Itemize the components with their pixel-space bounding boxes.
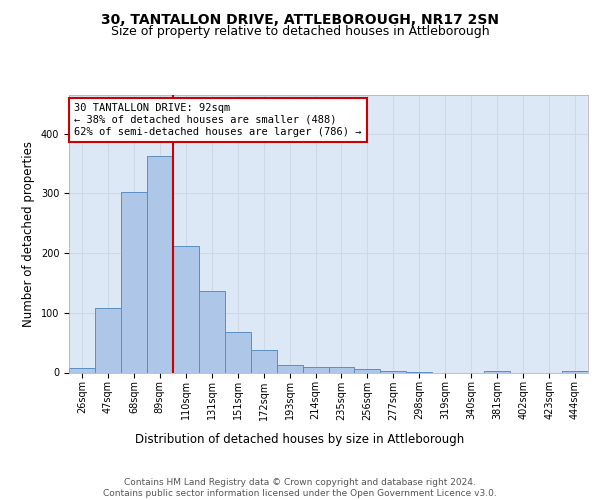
Bar [251, 350, 277, 372]
Bar [173, 246, 199, 372]
Bar [121, 192, 147, 372]
Text: Distribution of detached houses by size in Attleborough: Distribution of detached houses by size … [136, 432, 464, 446]
Bar [355, 369, 380, 372]
Bar [302, 366, 329, 372]
Bar [147, 156, 173, 372]
Bar [329, 367, 355, 372]
Text: 30 TANTALLON DRIVE: 92sqm
← 38% of detached houses are smaller (488)
62% of semi: 30 TANTALLON DRIVE: 92sqm ← 38% of detac… [74, 104, 362, 136]
Bar [277, 364, 302, 372]
Bar [95, 308, 121, 372]
Text: Size of property relative to detached houses in Attleborough: Size of property relative to detached ho… [110, 25, 490, 38]
Bar [484, 370, 510, 372]
Bar [199, 292, 224, 372]
Bar [225, 332, 251, 372]
Bar [69, 368, 95, 372]
Text: 30, TANTALLON DRIVE, ATTLEBOROUGH, NR17 2SN: 30, TANTALLON DRIVE, ATTLEBOROUGH, NR17 … [101, 12, 499, 26]
Text: Contains HM Land Registry data © Crown copyright and database right 2024.
Contai: Contains HM Land Registry data © Crown c… [103, 478, 497, 498]
Y-axis label: Number of detached properties: Number of detached properties [22, 141, 35, 327]
